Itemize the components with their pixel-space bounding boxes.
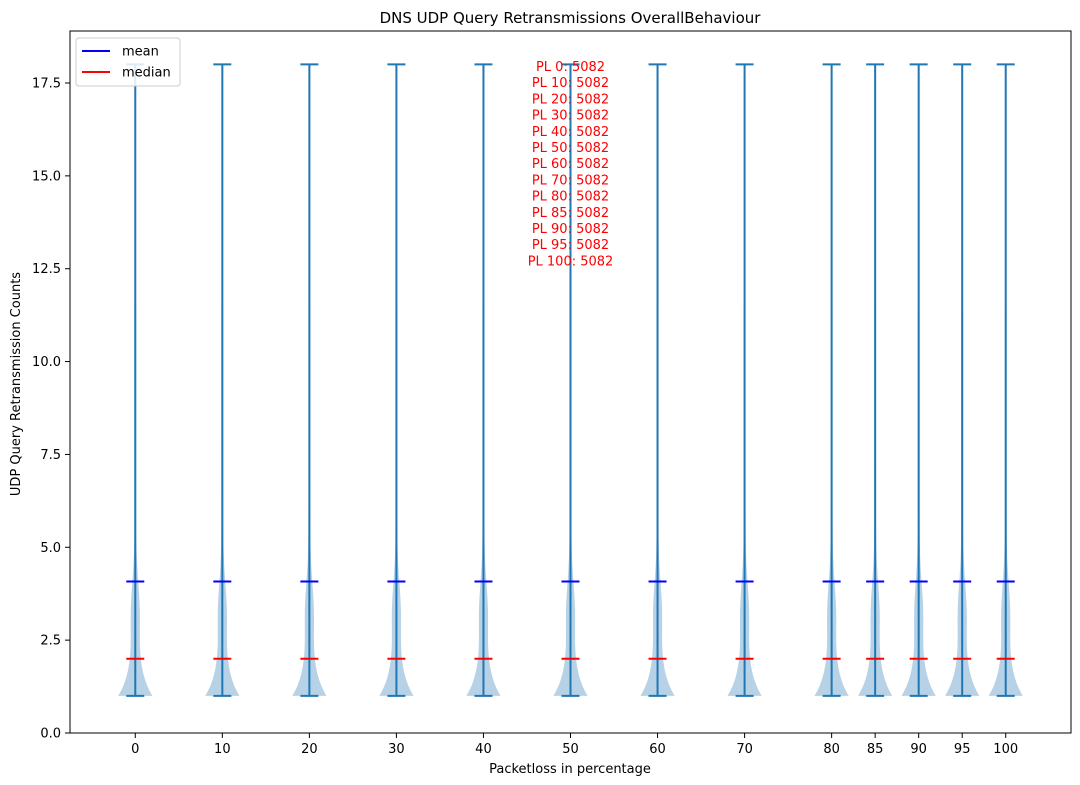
annotation-line: PL 70: 5082 (532, 173, 609, 188)
y-axis-title: UDP Query Retransmission Counts (9, 272, 24, 496)
legend-label-mean: mean (122, 45, 159, 60)
x-tick-label: 90 (910, 742, 927, 757)
violin-100 (988, 63, 1023, 697)
x-tick-label: 50 (562, 742, 579, 757)
violin-80 (814, 63, 849, 697)
annotation-line: PL 10: 5082 (532, 76, 609, 91)
x-tick-label: 10 (214, 742, 231, 757)
violin-50 (553, 63, 588, 697)
annotation-line: PL 50: 5082 (532, 141, 609, 156)
x-axis: 0 10 20 30 40 50 60 70 80 85 90 95 100 (131, 733, 1018, 757)
y-tick-label: 2.5 (40, 634, 61, 649)
x-tick-label: 85 (867, 742, 884, 757)
annotation-line: PL 95: 5082 (532, 238, 609, 253)
x-tick-label: 20 (301, 742, 318, 757)
y-tick-label: 10.0 (32, 355, 61, 370)
legend-label-median: median (122, 66, 171, 81)
violin-70 (727, 63, 762, 697)
x-tick-label: 0 (131, 742, 139, 757)
x-tick-label: 80 (823, 742, 840, 757)
annotation-line: PL 30: 5082 (532, 109, 609, 124)
annotation-line: PL 20: 5082 (532, 92, 609, 107)
annotation-line: PL 80: 5082 (532, 190, 609, 205)
x-tick-label: 40 (475, 742, 492, 757)
violin-10 (205, 63, 240, 697)
violin-85 (858, 63, 893, 697)
violins-group (118, 63, 1023, 697)
x-tick-label: 95 (954, 742, 971, 757)
annotation-line: PL 100: 5082 (528, 254, 614, 269)
y-tick-label: 15.0 (32, 169, 61, 184)
chart-title: DNS UDP Query Retransmissions OverallBeh… (380, 9, 762, 27)
annotation-line: PL 0: 5082 (536, 60, 605, 75)
annotation-line: PL 90: 5082 (532, 222, 609, 237)
x-tick-label: 30 (388, 742, 405, 757)
x-tick-label: 100 (993, 742, 1018, 757)
legend: mean median (75, 37, 181, 87)
violin-90 (901, 63, 936, 697)
y-tick-label: 7.5 (40, 448, 61, 463)
violin-30 (379, 63, 414, 697)
annotation-line: PL 85: 5082 (532, 206, 609, 221)
violin-95 (945, 63, 980, 697)
y-tick-label: 5.0 (40, 541, 61, 556)
violin-20 (292, 63, 327, 697)
violin-60 (640, 63, 675, 697)
x-axis-title: Packetloss in percentage (489, 762, 651, 777)
y-tick-label: 0.0 (40, 727, 61, 742)
violin-0 (118, 63, 153, 697)
y-axis: 0.0 2.5 5.0 7.5 10.0 12.5 15.0 17.5 (32, 77, 70, 742)
annotation-line: PL 40: 5082 (532, 125, 609, 140)
violin-40 (466, 63, 501, 697)
annotation-line: PL 60: 5082 (532, 157, 609, 172)
x-tick-label: 60 (649, 742, 666, 757)
y-tick-label: 12.5 (32, 262, 61, 277)
y-tick-label: 17.5 (32, 77, 61, 92)
x-tick-label: 70 (736, 742, 753, 757)
